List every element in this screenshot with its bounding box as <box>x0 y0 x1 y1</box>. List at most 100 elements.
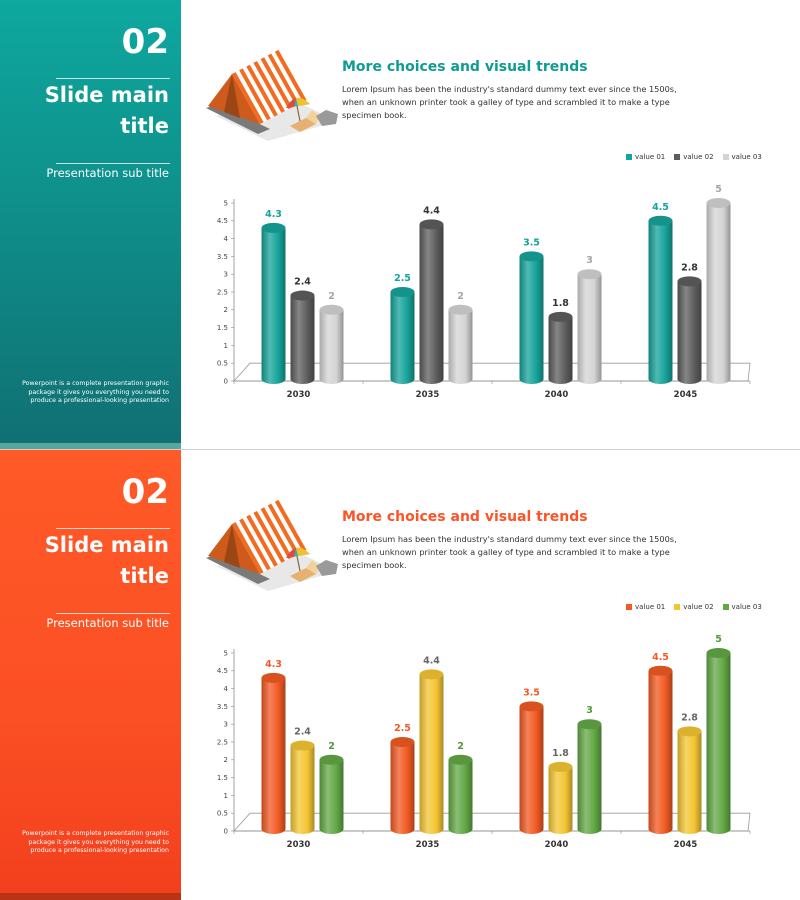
y-tick-label: 4.5 <box>217 217 228 225</box>
tent-floor <box>206 554 270 584</box>
content-heading: More choices and visual trends <box>342 509 588 525</box>
bar <box>706 648 731 834</box>
y-tick-label: 3.5 <box>217 703 228 711</box>
x-tick-label: 2045 <box>674 840 698 850</box>
y-tick-label: 0 <box>224 827 228 835</box>
bar <box>577 719 602 834</box>
data-label: 2.4 <box>294 277 311 288</box>
slide-number: 02 <box>121 22 169 62</box>
legend-item: value 01 <box>626 603 665 611</box>
chart-legend: value 01 value 02 value 03 <box>626 603 762 611</box>
data-label: 1.8 <box>552 298 569 309</box>
slide-description: Powerpoint is a complete presentation gr… <box>22 830 169 855</box>
y-tick-label: 1.5 <box>217 324 228 332</box>
data-label: 3.5 <box>523 237 540 248</box>
y-tick-label: 0 <box>224 377 228 385</box>
bar <box>677 276 702 384</box>
bar <box>290 290 315 384</box>
legend-swatch <box>674 604 681 610</box>
y-tick-label: 2 <box>224 756 228 764</box>
divider <box>56 613 170 614</box>
bar <box>448 304 473 384</box>
slide-1: 02 Slide main title Presentation sub tit… <box>0 0 800 450</box>
bar <box>648 665 673 834</box>
bar <box>706 198 731 384</box>
legend-item: value 02 <box>674 603 714 611</box>
bar <box>419 669 444 834</box>
data-label: 5 <box>715 184 722 195</box>
y-tick-label: 4 <box>224 685 229 693</box>
y-tick-label: 3 <box>224 721 228 729</box>
data-label: 2.5 <box>394 723 411 734</box>
bar <box>548 311 573 384</box>
bar <box>319 304 344 384</box>
bar <box>290 740 315 834</box>
x-tick-label: 2030 <box>287 390 311 400</box>
slide-main-title: Slide main title <box>44 533 169 588</box>
data-label: 3.5 <box>523 687 540 698</box>
rock <box>316 110 338 126</box>
legend-label: value 01 <box>635 153 666 161</box>
data-label: 2.8 <box>681 712 698 723</box>
bar <box>390 287 415 384</box>
y-tick-label: 2 <box>224 306 228 314</box>
slide-sidebar: 02 Slide main title Presentation sub tit… <box>0 0 181 449</box>
bar <box>261 672 286 834</box>
legend-swatch <box>722 604 729 610</box>
y-tick-label: 1.5 <box>217 774 228 782</box>
bar <box>677 726 702 834</box>
bottom-strip <box>0 893 181 900</box>
rock <box>316 560 338 576</box>
x-tick-label: 2045 <box>674 390 698 400</box>
x-tick-label: 2030 <box>287 840 311 850</box>
data-label: 2 <box>328 741 335 752</box>
slide-sub-title: Presentation sub title <box>46 166 169 180</box>
y-tick-label: 5 <box>224 199 228 207</box>
tent-illustration <box>198 496 344 596</box>
legend-label: value 02 <box>683 153 714 161</box>
tent-illustration <box>198 46 344 146</box>
x-tick-label: 2035 <box>416 840 440 850</box>
data-label: 4.4 <box>423 655 440 666</box>
data-label: 4.4 <box>423 205 440 216</box>
slide-number: 02 <box>121 472 169 512</box>
bar <box>390 737 415 834</box>
slide-description: Powerpoint is a complete presentation gr… <box>22 380 169 405</box>
slide-sidebar: 02 Slide main title Presentation sub tit… <box>0 450 181 900</box>
bar <box>548 761 573 834</box>
legend-swatch <box>626 154 632 160</box>
data-label: 4.3 <box>265 659 282 670</box>
legend-swatch <box>674 154 681 160</box>
divider <box>56 78 170 79</box>
data-label: 2.8 <box>681 262 698 273</box>
tent-door <box>224 524 240 568</box>
data-label: 4.3 <box>265 209 282 220</box>
divider <box>56 528 170 529</box>
chart-legend: value 01 value 02 value 03 <box>626 153 762 161</box>
chart-svg: 0 0.5 1 1.5 2 2.5 3 3.5 4 4.5 5 2030 4.3 2.4 2 2035 2.5 4… <box>217 184 751 400</box>
slide-sub-title: Presentation sub title <box>46 616 169 630</box>
y-tick-label: 3 <box>224 271 228 279</box>
y-tick-label: 1 <box>224 342 228 350</box>
y-tick-label: 1 <box>224 792 228 800</box>
y-tick-label: 3.5 <box>217 253 228 261</box>
y-tick-label: 2.5 <box>217 738 228 746</box>
y-tick-label: 2.5 <box>217 288 228 296</box>
bar-chart: 0 0.5 1 1.5 2 2.5 3 3.5 4 4.5 5 2030 4.3 2.4 2 2035 2.5 4… <box>200 625 780 865</box>
slide-2: 02 Slide main title Presentation sub tit… <box>0 450 800 900</box>
data-label: 4.5 <box>652 652 669 663</box>
y-tick-label: 5 <box>224 649 228 657</box>
content-body: Lorem Ipsum has been the industry's stan… <box>342 84 677 120</box>
bar <box>448 754 473 834</box>
content-heading: More choices and visual trends <box>342 59 588 75</box>
legend-item: value 02 <box>674 153 714 161</box>
bar <box>261 222 286 384</box>
data-label: 3 <box>586 705 593 716</box>
x-tick-label: 2035 <box>416 390 440 400</box>
data-label: 2 <box>457 741 464 752</box>
content-body: Lorem Ipsum has been the industry's stan… <box>342 534 677 570</box>
legend-label: value 03 <box>731 153 762 161</box>
legend-label: value 03 <box>731 603 762 611</box>
legend-swatch <box>626 604 632 610</box>
legend-label: value 01 <box>635 603 666 611</box>
